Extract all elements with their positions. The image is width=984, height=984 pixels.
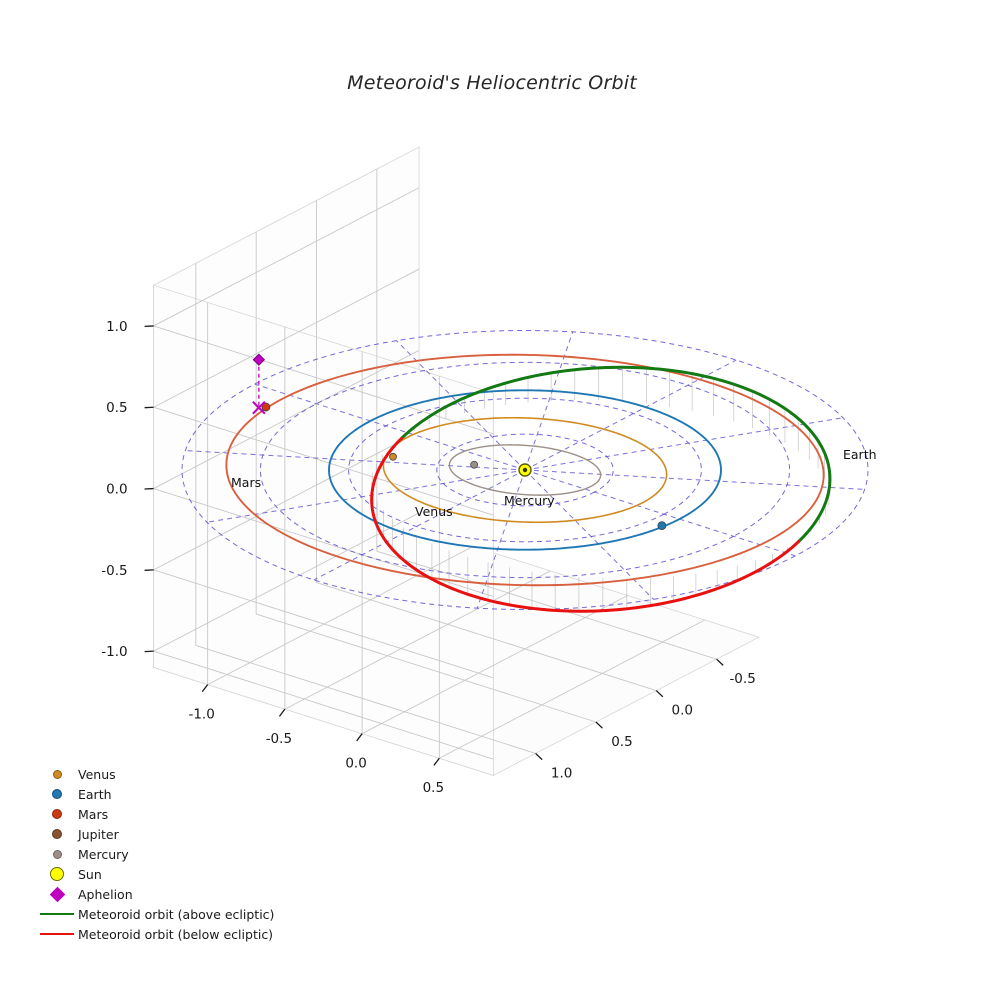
venus-marker-icon [36, 769, 78, 779]
legend-item-venus[interactable]: Venus [36, 764, 274, 784]
svg-text:0.0: 0.0 [106, 482, 127, 498]
legend-item-aphelion[interactable]: Aphelion [36, 884, 274, 904]
legend-label: Venus [78, 766, 116, 782]
red-line-icon [36, 933, 78, 935]
svg-text:-0.5: -0.5 [729, 671, 755, 687]
polar-grid [181, 329, 869, 611]
page-title: Meteoroid's Heliocentric Orbit [347, 72, 637, 94]
axes-gridlines [153, 169, 717, 760]
legend-item-meteoroid-below[interactable]: Meteoroid orbit (below ecliptic) [36, 924, 274, 944]
legend-item-earth[interactable]: Earth [36, 784, 274, 804]
sun-marker-icon [36, 867, 78, 881]
aphelion-marker-icon [36, 886, 78, 902]
legend-label: Earth [78, 786, 112, 802]
annotation-mercury: Mercury [504, 493, 555, 508]
svg-text:0.5: 0.5 [611, 734, 632, 750]
axis-tick-labels: -1.0 -0.5 0.0 0.5 -0.5 0.0 0.5 1.0 1.0 0.5 0.0 -0.5… [101, 319, 756, 796]
svg-text:1.0: 1.0 [106, 319, 127, 335]
legend-label: Meteoroid orbit (below ecliptic) [78, 926, 274, 942]
svg-text:-0.5: -0.5 [266, 731, 292, 747]
svg-text:1.0: 1.0 [551, 765, 572, 781]
legend-item-mars[interactable]: Mars [36, 804, 274, 824]
axis-ticks [144, 325, 724, 766]
planet-orbit-curves [225, 353, 825, 587]
jupiter-marker-icon [36, 829, 78, 839]
body-annotations: Mars Venus Mercury Earth [231, 447, 877, 519]
svg-text:0.5: 0.5 [106, 400, 127, 416]
legend: Venus Earth Mars Jupiter Mercury Sun Aph… [36, 764, 274, 944]
axes-panes [152, 146, 760, 776]
legend-item-mercury[interactable]: Mercury [36, 844, 274, 864]
svg-text:-1.0: -1.0 [188, 707, 214, 723]
svg-text:0.5: 0.5 [423, 780, 444, 796]
green-line-icon [36, 913, 78, 915]
earth-marker-icon [36, 789, 78, 799]
legend-item-meteoroid-above[interactable]: Meteoroid orbit (above ecliptic) [36, 904, 274, 924]
legend-item-sun[interactable]: Sun [36, 864, 274, 884]
svg-text:0.0: 0.0 [345, 756, 366, 772]
annotation-earth: Earth [843, 447, 877, 462]
annotation-mars: Mars [231, 475, 261, 490]
legend-item-jupiter[interactable]: Jupiter [36, 824, 274, 844]
annotation-venus: Venus [415, 504, 453, 519]
meteoroid-orbit-curve [370, 365, 832, 613]
legend-label: Aphelion [78, 886, 133, 902]
svg-text:-0.5: -0.5 [101, 563, 127, 579]
legend-label: Sun [78, 866, 102, 882]
legend-label: Jupiter [78, 826, 119, 842]
mars-marker-icon [36, 809, 78, 819]
body-markers [252, 353, 667, 531]
svg-text:-1.0: -1.0 [101, 644, 127, 660]
svg-text:0.0: 0.0 [672, 703, 693, 719]
legend-label: Mercury [78, 846, 129, 862]
mercury-marker-icon [36, 849, 78, 859]
legend-label: Meteoroid orbit (above ecliptic) [78, 906, 275, 922]
legend-label: Mars [78, 806, 109, 822]
